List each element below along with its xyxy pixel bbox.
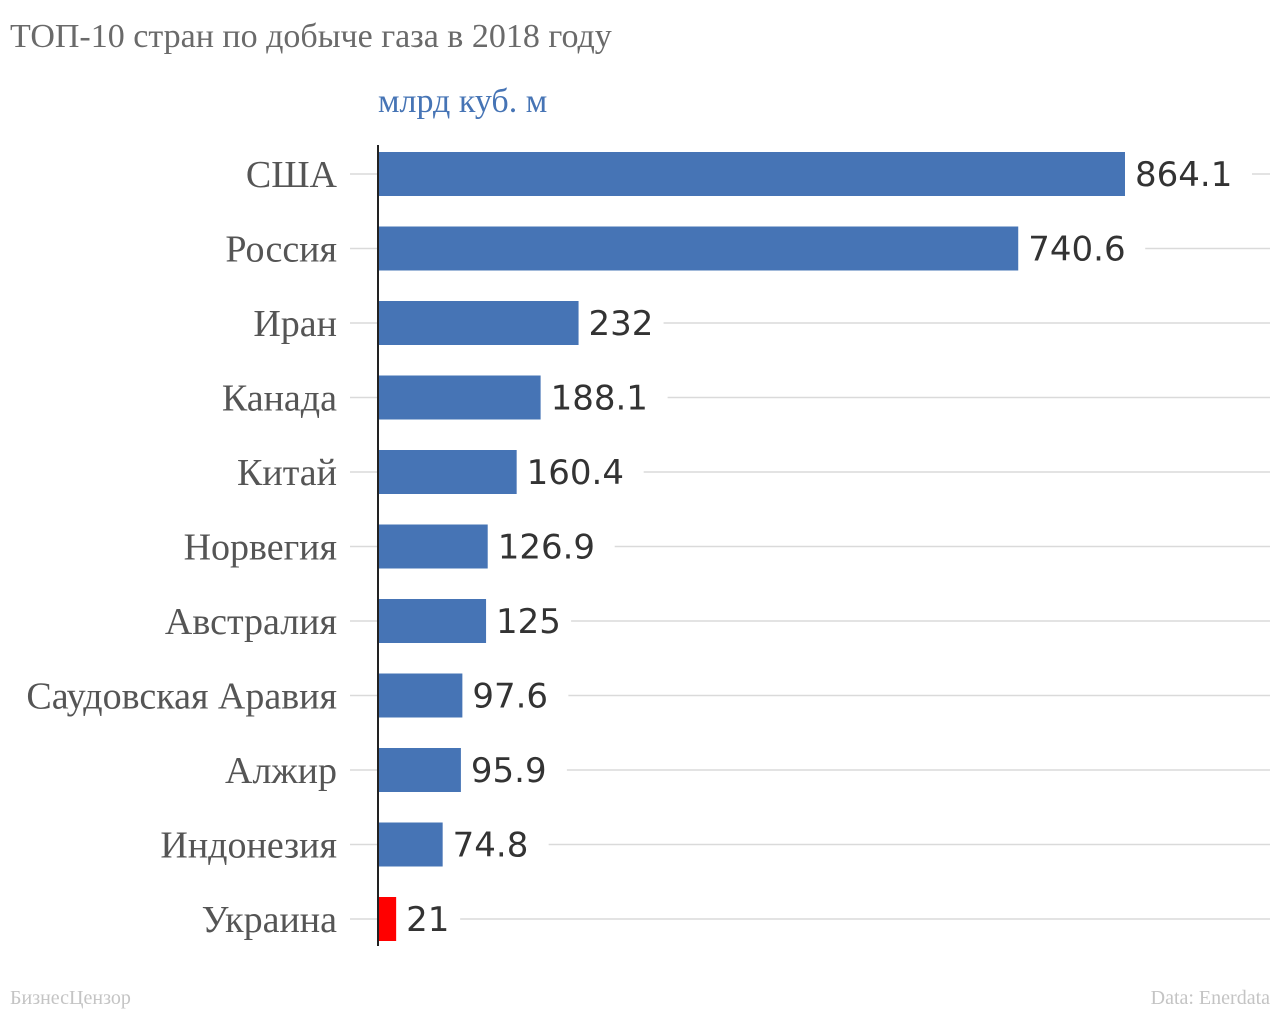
bar bbox=[378, 152, 1125, 196]
value-label: 160.4 bbox=[527, 453, 624, 493]
bar bbox=[378, 897, 397, 941]
category-label: Саудовская Аравия bbox=[26, 676, 337, 718]
bar bbox=[378, 524, 488, 569]
footer-brand: БизнесЦензор bbox=[10, 987, 131, 1009]
bar bbox=[378, 375, 541, 420]
value-label: 864.1 bbox=[1135, 155, 1232, 195]
category-label: Китай bbox=[237, 452, 337, 494]
category-label: Австралия bbox=[165, 601, 337, 643]
unit-label: млрд куб. м bbox=[378, 83, 547, 120]
footer-source: Data: Enerdata bbox=[1151, 987, 1270, 1009]
category-label: Канада bbox=[222, 378, 337, 420]
value-label: 188.1 bbox=[551, 379, 648, 419]
bar bbox=[378, 748, 461, 792]
bar bbox=[378, 450, 517, 494]
plot-area: США 864.1 Россия 740.6 Иран 232 Канада 188.1 Кит… bbox=[26, 152, 1270, 941]
chart-title: ТОП-10 стран по добыче газа в 2018 году bbox=[10, 18, 612, 55]
category-label: США bbox=[246, 154, 338, 196]
value-label: 97.6 bbox=[472, 677, 548, 717]
category-label: Украина bbox=[202, 899, 338, 941]
value-label: 74.8 bbox=[453, 826, 529, 866]
value-label: 95.9 bbox=[471, 751, 547, 791]
bar bbox=[378, 599, 487, 643]
category-label: Россия bbox=[225, 229, 337, 271]
value-label: 126.9 bbox=[498, 528, 595, 568]
bar bbox=[378, 226, 1019, 271]
value-label: 232 bbox=[589, 304, 654, 344]
category-label: Алжир bbox=[225, 750, 337, 792]
value-label: 740.6 bbox=[1028, 230, 1125, 270]
category-label: Иран bbox=[253, 303, 337, 345]
bar bbox=[378, 822, 443, 867]
bar bbox=[378, 301, 579, 345]
category-label: Индонезия bbox=[160, 825, 337, 867]
bar bbox=[378, 673, 463, 718]
value-label: 21 bbox=[406, 900, 449, 940]
value-label: 125 bbox=[496, 602, 561, 642]
category-label: Норвегия bbox=[184, 527, 337, 569]
